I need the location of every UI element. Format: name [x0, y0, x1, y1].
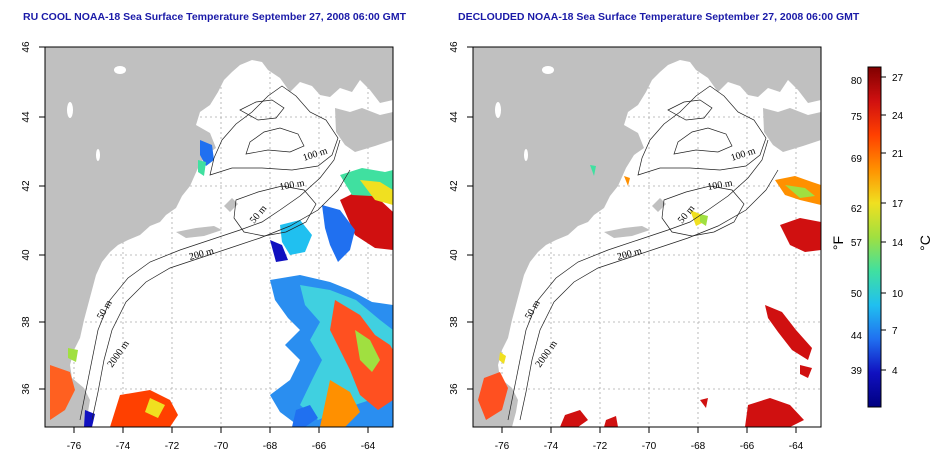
celsius-unit-label: °C — [917, 235, 933, 251]
x-tick-label: -64 — [789, 441, 804, 452]
sst-data-left — [50, 140, 393, 427]
fahrenheit-tick-label: 50 — [851, 289, 863, 300]
y-tick-label: 38 — [449, 316, 460, 328]
celsius-tick-label: 17 — [892, 199, 904, 210]
x-tick-label: -66 — [740, 441, 755, 452]
celsius-tick-label: 21 — [892, 149, 904, 160]
contour-label: 100 m — [707, 178, 734, 193]
x-tick-label: -72 — [165, 441, 180, 452]
y-tick-label: 36 — [449, 383, 460, 395]
fahrenheit-tick-label: 62 — [851, 204, 863, 215]
x-tick-label: -72 — [593, 441, 608, 452]
y-tick-label: 44 — [21, 111, 32, 123]
y-tick-label: 38 — [21, 316, 32, 328]
y-tick-label: 36 — [21, 383, 32, 395]
y-tick-label: 46 — [449, 41, 460, 53]
celsius-tick-label: 24 — [892, 111, 904, 122]
bathymetry-contours-left — [79, 85, 351, 421]
celsius-tick-label: 10 — [892, 289, 904, 300]
bathymetry-contours-right — [507, 85, 779, 421]
fahrenheit-tick-label: 75 — [851, 112, 863, 123]
land-mass — [473, 47, 821, 427]
fahrenheit-tick-label: 57 — [851, 238, 863, 249]
x-tick-label: -66 — [312, 441, 327, 452]
y-tick-label: 40 — [21, 249, 32, 261]
y-tick-label: 46 — [21, 41, 32, 53]
contour-label: 100 m — [279, 178, 306, 193]
left-map-panel: 100 m 100 m 50 m 200 m 50 m 2000 m — [44, 46, 394, 428]
x-tick-label: -68 — [263, 441, 278, 452]
fahrenheit-tick-label: 69 — [851, 154, 863, 165]
land-mass — [45, 47, 393, 427]
y-tick-label: 42 — [449, 180, 460, 192]
y-tick-label: 42 — [21, 180, 32, 192]
x-tick-label: -74 — [544, 441, 559, 452]
fahrenheit-unit-label: °F — [830, 236, 846, 250]
celsius-tick-label: 7 — [892, 326, 898, 337]
celsius-tick-label: 27 — [892, 73, 904, 84]
sst-data-right — [478, 165, 821, 427]
right-map-panel: 100 m 100 m 50 m 200 m 50 m 2000 m — [472, 46, 822, 428]
left-panel-title: RU COOL NOAA-18 Sea Surface Temperature … — [23, 11, 407, 23]
colorbar — [867, 66, 882, 408]
celsius-tick-label: 4 — [892, 366, 898, 377]
fahrenheit-tick-label: 80 — [851, 76, 863, 87]
fahrenheit-tick-label: 39 — [851, 366, 863, 377]
x-tick-label: -70 — [642, 441, 657, 452]
x-tick-label: -76 — [495, 441, 510, 452]
celsius-tick-label: 14 — [892, 238, 904, 249]
x-tick-label: -68 — [691, 441, 706, 452]
x-tick-label: -64 — [361, 441, 376, 452]
y-tick-label: 44 — [449, 111, 460, 123]
x-tick-label: -74 — [116, 441, 131, 452]
right-panel-title: DECLOUDED NOAA-18 Sea Surface Temperatur… — [458, 11, 860, 23]
y-tick-label: 40 — [449, 249, 460, 261]
fahrenheit-tick-label: 44 — [851, 331, 863, 342]
x-tick-label: -76 — [67, 441, 82, 452]
x-tick-label: -70 — [214, 441, 229, 452]
